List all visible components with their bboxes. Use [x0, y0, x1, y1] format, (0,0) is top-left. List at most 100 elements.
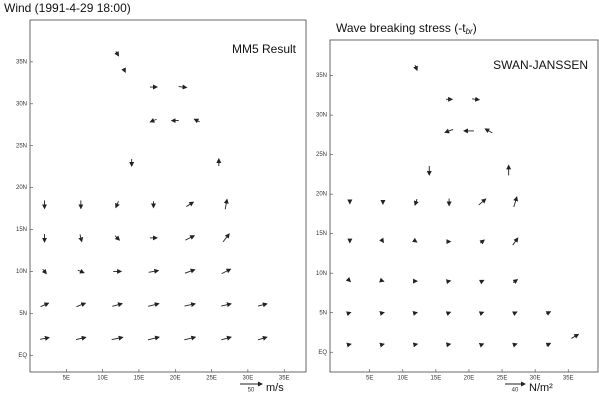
annotation: SWAN-JANSSEN — [493, 58, 588, 72]
y-tick-label: 25N — [316, 152, 327, 158]
vector-arrow — [40, 335, 50, 341]
vector-arrow — [184, 268, 196, 274]
vector-arrow — [40, 302, 50, 308]
reference-value: 50 — [248, 388, 255, 394]
vector-arrow — [76, 302, 87, 308]
x-tick-label: 25E — [206, 376, 217, 382]
reference-unit: N/m² — [529, 382, 553, 394]
y-tick-label: 5N — [319, 310, 327, 316]
vector-arrow — [193, 118, 200, 124]
y-tick-label: 5N — [19, 311, 27, 317]
y-tick-label: 10N — [16, 269, 27, 275]
vector-arrow — [345, 276, 352, 283]
y-tick-label: 35N — [16, 59, 27, 65]
y-tick-label: 30N — [16, 101, 27, 107]
vector-arrow — [484, 128, 493, 134]
x-tick-label: 15E — [134, 376, 145, 382]
x-tick-label: 25E — [497, 376, 508, 382]
vector-arrow — [513, 196, 519, 208]
vector-arrow — [412, 237, 418, 243]
x-tick-label: 35E — [279, 376, 290, 382]
panel-title: Wind (1991-4-29 18:00) — [4, 1, 131, 15]
vector-arrow — [512, 342, 518, 348]
vector-arrow — [444, 128, 454, 134]
vector-arrow — [445, 311, 452, 317]
vector-arrow — [148, 302, 160, 308]
y-tick-label: 10N — [316, 271, 327, 277]
y-tick-label: 25N — [16, 143, 27, 149]
y-tick-label: 30N — [316, 113, 327, 119]
vector-arrow — [222, 233, 230, 243]
vector-arrow — [185, 235, 196, 241]
vector-arrow — [184, 335, 197, 341]
vector-arrow — [445, 342, 452, 348]
annotation: MM5 Result — [232, 42, 297, 56]
vector-arrow — [412, 311, 418, 316]
vector-arrow — [479, 279, 485, 285]
vector-arrow — [571, 333, 580, 339]
vector-arrow — [379, 342, 385, 348]
y-tick-label: 35N — [316, 73, 327, 79]
panel-title: Wave breaking stress (-tbr) — [336, 21, 477, 36]
vector-arrow — [412, 342, 419, 348]
vector-arrow — [512, 237, 519, 246]
y-tick-label: 15N — [16, 227, 27, 233]
vector-arrow — [75, 335, 87, 341]
vector-arrow — [478, 198, 487, 206]
reference-unit: m/s — [266, 382, 284, 394]
vector-arrow — [115, 201, 120, 209]
vector-arrow — [257, 302, 268, 308]
y-tick-label: 15N — [316, 231, 327, 237]
vector-arrow — [512, 311, 518, 316]
vector-arrow — [257, 335, 268, 341]
vector-arrow — [379, 311, 385, 316]
vector-arrow — [223, 198, 229, 210]
vector-arrow — [478, 342, 485, 348]
vector-arrow — [186, 201, 195, 207]
vector-arrow — [149, 118, 157, 123]
reference-value: 40 — [512, 388, 519, 394]
plot-frame — [329, 39, 599, 373]
x-tick-label: 35E — [563, 376, 574, 382]
y-tick-label: 20N — [16, 185, 27, 191]
vector-arrow — [221, 302, 232, 308]
vector-arrow — [512, 278, 519, 284]
vector-arrow — [77, 268, 85, 274]
x-tick-label: 10E — [97, 376, 108, 382]
vector-arrow — [445, 279, 452, 285]
vector-arrow — [114, 235, 121, 241]
vector-arrow — [112, 302, 123, 308]
x-tick-label: 10E — [397, 376, 408, 382]
vector-arrow — [148, 268, 160, 274]
vector-arrow — [41, 268, 47, 275]
vector-arrow — [184, 302, 197, 308]
vector-arrow — [111, 335, 124, 341]
vector-arrow — [78, 234, 84, 243]
x-tick-label: 30E — [243, 376, 254, 382]
title-text: Wave breaking stress (-t — [336, 21, 466, 35]
x-tick-label: 5E — [366, 376, 373, 382]
vector-arrow — [413, 198, 419, 206]
x-tick-label: 20E — [464, 376, 475, 382]
vector-arrow — [178, 84, 188, 90]
y-tick-label: 20N — [316, 192, 327, 198]
x-tick-label: 20E — [170, 376, 181, 382]
vector-arrow — [121, 67, 126, 73]
vector-arrow — [346, 311, 352, 317]
vector-arrow — [479, 239, 485, 245]
vector-arrow — [472, 96, 481, 102]
vector-arrow — [346, 342, 352, 348]
vector-arrow — [545, 342, 552, 348]
title-end: ) — [473, 21, 477, 35]
vector-arrow — [114, 51, 119, 57]
plot-frame — [29, 19, 307, 373]
vector-arrow — [221, 335, 232, 341]
vector-arrow — [147, 335, 160, 341]
vector-arrow — [478, 311, 485, 317]
x-tick-label: 5E — [63, 376, 70, 382]
y-tick-label: EQ — [18, 353, 27, 359]
vector-arrow — [221, 268, 232, 275]
title-subscript: br — [466, 27, 473, 36]
title-text: Wind (1991-4-29 18:00) — [4, 1, 131, 15]
